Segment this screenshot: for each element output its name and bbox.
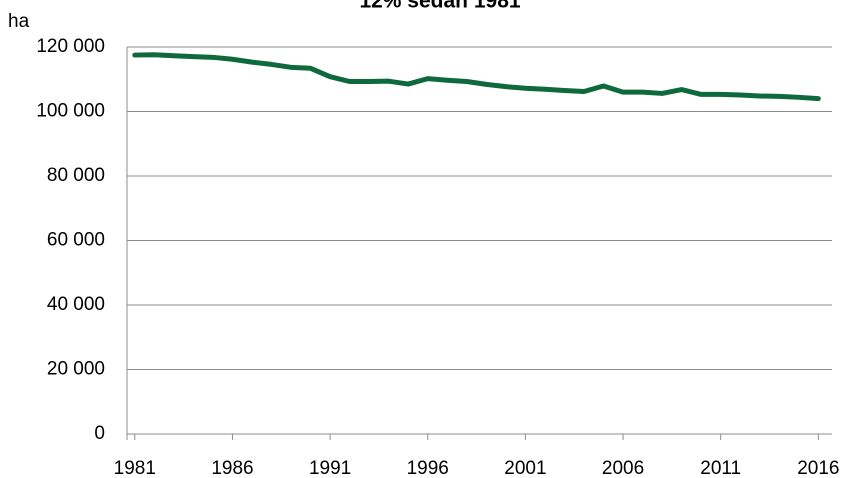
x-tick-label: 1996 (407, 458, 449, 478)
y-tick-label: 100 000 (36, 101, 105, 122)
x-tick-label: 1986 (211, 458, 253, 478)
y-tick-label: 40 000 (47, 294, 105, 315)
x-tick-label: 1991 (309, 458, 351, 478)
y-tick-label: 60 000 (47, 230, 105, 251)
chart-title: 12% sedan 1981 (359, 0, 520, 13)
data-line (132, 52, 821, 102)
x-tick-label: 2001 (504, 458, 546, 478)
y-tick-label: 80 000 (47, 165, 105, 186)
y-axis-label: ha (8, 11, 30, 32)
y-tick-label: 20 000 (47, 359, 105, 380)
x-tick-label: 1981 (114, 458, 156, 478)
x-tick-label: 2011 (700, 458, 741, 478)
x-tick-label: 2016 (797, 458, 839, 478)
y-tick-label: 120 000 (36, 36, 105, 57)
x-tick-label: 2006 (602, 458, 644, 478)
y-tick-label: 0 (94, 423, 105, 444)
